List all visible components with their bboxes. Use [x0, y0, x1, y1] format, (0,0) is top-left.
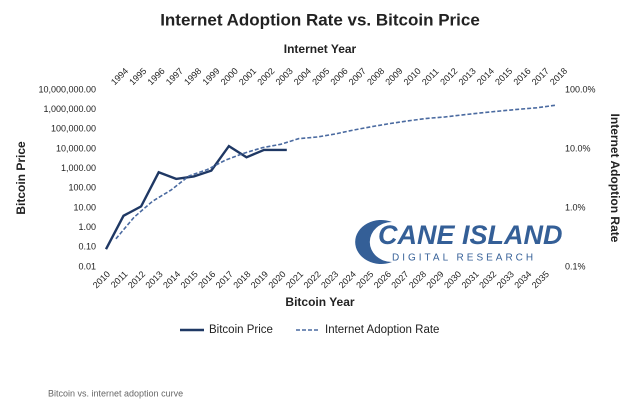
x2-tick-label: 2010 [402, 66, 423, 87]
y2-tick-label: 10.0% [565, 143, 591, 153]
y-tick-label: 1.00 [78, 222, 96, 232]
x-tick-label: 2019 [249, 269, 270, 290]
x-tick-label: 2034 [512, 269, 533, 290]
watermark: CANE ISLAND DIGITAL RESEARCH [355, 220, 563, 264]
x2-tick-label: 2002 [255, 66, 276, 87]
series-line [104, 144, 287, 250]
logo-swoosh [355, 220, 392, 264]
x-tick-label: 2035 [530, 269, 551, 290]
y2-tick-label: 0.1% [565, 261, 586, 271]
chart-title: Internet Adoption Rate vs. Bitcoin Price [160, 10, 480, 29]
x-tick-label: 2020 [266, 269, 287, 290]
x-tick-label: 2016 [196, 269, 217, 290]
x2-tick-label: 2005 [310, 66, 331, 87]
y2-tick-label: 100.0% [565, 84, 596, 94]
caption: Bitcoin vs. internet adoption curve [48, 388, 183, 398]
x2-tick-label: 2015 [493, 66, 514, 87]
x2-tick-label: 2008 [365, 66, 386, 87]
x2-tick-label: 2006 [328, 66, 349, 87]
x-tick-label: 2033 [495, 269, 516, 290]
y-tick-label: 1,000.00 [61, 163, 96, 173]
x-axis-label: Bitcoin Year [285, 295, 354, 309]
logo-tagline: DIGITAL RESEARCH [392, 253, 536, 264]
y-tick-label: 10.00 [73, 202, 96, 212]
x-tick-label: 2017 [214, 269, 235, 290]
x-tick-label: 2010 [91, 269, 112, 290]
y-tick-label: 10,000.00 [56, 143, 96, 153]
x2-tick-label: 1996 [146, 66, 167, 87]
x-tick-label: 2032 [477, 269, 498, 290]
x2-tick-label: 2007 [347, 66, 368, 87]
x-tick-label: 2018 [231, 269, 252, 290]
x2-tick-label: 2000 [219, 66, 240, 87]
x2-tick-label: 2016 [511, 66, 532, 87]
x-tick-label: 2028 [407, 269, 428, 290]
x2-tick-label: 2013 [457, 66, 478, 87]
y2-tick-label: 1.0% [565, 202, 586, 212]
y-tick-label: 0.10 [78, 242, 96, 252]
y-tick-label: 100,000.00 [51, 124, 96, 134]
x-tick-label: 2021 [284, 269, 305, 290]
x-tick-label: 2014 [161, 269, 182, 290]
x-tick-label: 2030 [442, 269, 463, 290]
y-tick-label: 100.00 [68, 183, 96, 193]
x2-tick-label: 2003 [274, 66, 295, 87]
x2-tick-label: 2017 [530, 66, 551, 87]
x-tick-label: 2024 [337, 269, 358, 290]
x2-tick-label: 2014 [475, 66, 496, 87]
x2-tick-label: 1994 [109, 66, 130, 87]
y-tick-label: 1,000,000.00 [43, 104, 96, 114]
x2-tick-label: 2011 [420, 66, 441, 87]
x-tick-label: 2015 [179, 269, 200, 290]
y-axis-label: Bitcoin Price [14, 141, 28, 215]
x2-tick-label: 2004 [292, 66, 313, 87]
x-tick-label: 2026 [372, 269, 393, 290]
x2-tick-label: 1998 [182, 66, 203, 87]
x-tick-label: 2013 [144, 269, 165, 290]
x2-tick-label: 2001 [237, 66, 258, 87]
legend-label: Bitcoin Price [209, 324, 273, 336]
series-line [115, 104, 556, 240]
y-tick-label: 10,000,000.00 [38, 84, 96, 94]
x2-tick-label: 2012 [438, 66, 459, 87]
x-tick-label: 2031 [460, 269, 481, 290]
x-tick-label: 2011 [109, 269, 130, 290]
x-tick-label: 2012 [126, 269, 147, 290]
x-tick-label: 2022 [302, 269, 323, 290]
logo-name: CANE ISLAND [378, 220, 563, 250]
x2-axis-label: Internet Year [284, 42, 357, 56]
y2-axis-label: Internet Adoption Rate [608, 114, 622, 243]
x2-tick-label: 1995 [127, 66, 148, 87]
x2-tick-label: 1997 [164, 66, 185, 87]
legend-label: Internet Adoption Rate [325, 324, 439, 336]
y-tick-label: 0.01 [78, 261, 96, 271]
x-tick-label: 2023 [319, 269, 340, 290]
x-tick-label: 2025 [354, 269, 375, 290]
x2-tick-label: 2009 [383, 66, 404, 87]
x2-tick-label: 1999 [200, 66, 221, 87]
x-tick-label: 2029 [424, 269, 445, 290]
x-tick-label: 2027 [389, 269, 410, 290]
